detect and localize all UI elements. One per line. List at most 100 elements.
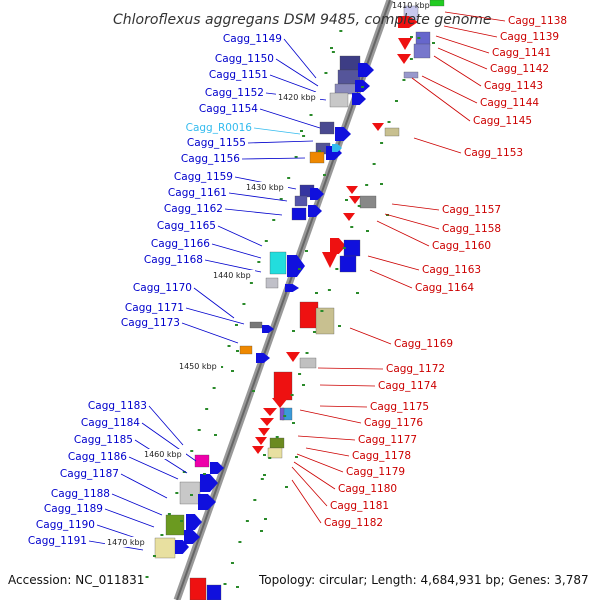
leader-line <box>193 287 235 319</box>
track-dot <box>290 394 294 396</box>
leader-line <box>421 75 478 104</box>
track-dot <box>331 51 335 53</box>
tick-mark <box>236 586 239 588</box>
track-dot <box>145 576 149 578</box>
track-dot <box>167 513 171 515</box>
gene-feature <box>339 55 361 71</box>
gene-label-left: Cagg_1188 <box>51 488 110 500</box>
track-dot <box>197 429 201 431</box>
gene-label-right: Cagg_1144 <box>480 97 539 109</box>
leader-line <box>181 322 239 344</box>
leader-line <box>224 208 283 216</box>
gene-feature <box>194 454 210 468</box>
gene-label-right: Cagg_1174 <box>378 380 437 392</box>
gene-feature <box>239 345 253 355</box>
tick-label: 1460 kbp <box>144 450 182 459</box>
track-dot <box>212 387 216 389</box>
track-dot <box>350 226 354 228</box>
leader-line <box>433 55 482 87</box>
gene-label-right: Cagg_1180 <box>338 483 397 495</box>
gene-feature <box>429 0 445 7</box>
leader-line <box>296 453 344 473</box>
gene-feature <box>186 514 202 530</box>
gene-label-right: Cagg_1179 <box>346 466 405 478</box>
track-dot <box>387 121 391 123</box>
tick-mark <box>432 42 435 44</box>
accession-label: Accession: NC_011831 <box>8 573 145 587</box>
gene-label-left: Cagg_1156 <box>181 153 240 165</box>
tick-mark <box>305 250 308 252</box>
tick-mark <box>292 330 295 332</box>
tick-mark <box>302 384 305 386</box>
tick-label-top: 1410 kbp <box>392 1 430 10</box>
tick-mark <box>264 518 267 520</box>
gene-label-right: Cagg_1142 <box>490 63 549 75</box>
gene-label-left: Cagg_1150 <box>215 53 274 65</box>
gene-label-right: Cagg_1160 <box>432 240 491 252</box>
tick-mark <box>190 494 193 496</box>
gene-label-right: Cagg_1178 <box>352 450 411 462</box>
leader-line <box>275 58 319 87</box>
track-dot <box>220 366 224 368</box>
gene-label-left: Cagg_1173 <box>121 317 180 329</box>
leader-line <box>391 203 440 211</box>
track-dot <box>302 135 306 137</box>
track-dot <box>268 457 272 459</box>
track-dot <box>312 331 316 333</box>
gene-label-right: Cagg_1145 <box>473 115 532 127</box>
gene-feature <box>413 43 431 59</box>
tick-mark <box>356 292 359 294</box>
gene-feature <box>319 121 335 135</box>
leader-line <box>437 47 488 70</box>
gene-feature <box>252 446 264 454</box>
gene-feature <box>349 196 361 204</box>
track-dot <box>342 247 346 249</box>
leader-line <box>217 225 263 247</box>
leader-line <box>111 493 163 516</box>
leader-line <box>413 137 462 154</box>
gene-feature <box>358 63 374 77</box>
left-gene-labels: Cagg_1149 Cagg_1150 Cagg_1151 Cagg_1152 Cagg… <box>28 33 282 547</box>
tick-label-bg <box>276 92 320 102</box>
leader-line <box>305 447 350 457</box>
tick-label-bg <box>244 182 288 192</box>
leader-line <box>376 220 430 247</box>
gene-feature <box>267 447 283 459</box>
tick-mark <box>315 292 318 294</box>
leader-line <box>120 473 168 499</box>
gene-feature <box>255 437 267 445</box>
track-dot <box>283 415 287 417</box>
track-dot <box>242 303 246 305</box>
tick-label: 1450 kbp <box>179 362 217 371</box>
leader-line <box>293 461 336 490</box>
leader-line <box>291 479 322 524</box>
leader-line <box>411 77 471 122</box>
leader-line <box>443 25 498 38</box>
gene-feature <box>273 371 293 401</box>
gene-feature <box>206 584 222 600</box>
leader-line <box>299 409 362 424</box>
gene-label-left: Cagg_1171 <box>125 302 184 314</box>
track-dot <box>152 555 156 557</box>
track-dot <box>234 324 238 326</box>
track-dot <box>305 352 309 354</box>
gene-label-left: Cagg_1152 <box>205 87 264 99</box>
tick-mark <box>361 86 364 88</box>
tick-mark <box>318 150 321 152</box>
tick-mark <box>345 199 348 201</box>
gene-feature <box>310 188 324 200</box>
track-dot <box>365 184 369 186</box>
track-dot <box>327 289 331 291</box>
tick-mark <box>300 130 303 132</box>
gene-feature <box>269 437 285 449</box>
track-dot <box>257 261 261 263</box>
track-dot <box>227 345 231 347</box>
gene-feature <box>359 195 377 209</box>
gene-feature <box>287 255 305 277</box>
genome-summary: Topology: circular; Length: 4,684,931 bp… <box>259 573 589 587</box>
gene-feature <box>286 352 300 362</box>
tick-mark <box>252 390 255 392</box>
tick-mark <box>285 486 288 488</box>
gene-feature <box>258 428 270 436</box>
track-dot <box>275 436 279 438</box>
